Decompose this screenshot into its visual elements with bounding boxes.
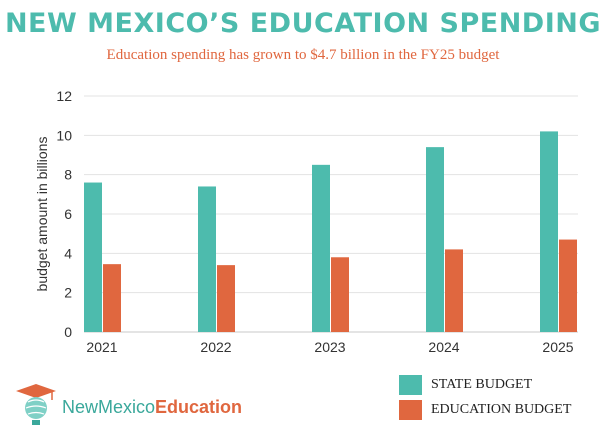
logo-text-regular: NewMexico bbox=[62, 396, 156, 417]
y-tick-label: 12 bbox=[56, 88, 72, 104]
y-tick-label: 4 bbox=[64, 245, 72, 261]
graduation-balloon-icon bbox=[16, 384, 56, 425]
logo-text-bold: Education bbox=[155, 396, 243, 417]
bar-education-budget bbox=[103, 264, 121, 332]
chart-subtitle: Education spending has grown to $4.7 bil… bbox=[106, 47, 500, 63]
logo: NewMexicoEducation bbox=[14, 380, 242, 426]
bar-state-budget bbox=[540, 131, 558, 332]
y-tick-label: 8 bbox=[64, 167, 72, 183]
legend-item-state: STATE BUDGET bbox=[399, 374, 571, 396]
legend-item-education: EDUCATION BUDGET bbox=[399, 399, 571, 421]
bar-state-budget bbox=[426, 147, 444, 332]
y-tick-label: 2 bbox=[64, 285, 72, 301]
x-tick-label: 2022 bbox=[200, 339, 231, 355]
legend-label-state: STATE BUDGET bbox=[431, 377, 533, 392]
bar-education-budget bbox=[217, 265, 235, 332]
legend-swatch-education bbox=[399, 400, 422, 420]
bar-education-budget bbox=[445, 249, 463, 332]
y-tick-label: 6 bbox=[64, 206, 72, 222]
legend-label-education: EDUCATION BUDGET bbox=[431, 402, 572, 417]
y-tick-label: 0 bbox=[64, 324, 72, 340]
logo-wordmark: NewMexicoEducation bbox=[62, 397, 242, 418]
bar-state-budget bbox=[84, 182, 102, 332]
x-tick-label: 2025 bbox=[542, 339, 573, 355]
bar-state-budget bbox=[312, 164, 330, 332]
legend: STATE BUDGET EDUCATION BUDGET bbox=[399, 374, 571, 424]
chart-title: NEW MEXICO’S EDUCATION SPENDING bbox=[4, 8, 602, 39]
y-axis-label: budget amount in billions bbox=[34, 137, 50, 292]
x-tick-label: 2024 bbox=[428, 339, 459, 355]
y-tick-label: 10 bbox=[56, 127, 72, 143]
legend-swatch-state bbox=[399, 375, 422, 395]
bar-education-budget bbox=[559, 239, 577, 332]
bar-state-budget bbox=[198, 186, 216, 332]
bar-chart: 0 2 4 6 8 10 12 budget amount in billions 2021 20… bbox=[34, 88, 578, 355]
bar-education-budget bbox=[331, 257, 349, 332]
x-tick-label: 2021 bbox=[86, 339, 117, 355]
x-tick-label: 2023 bbox=[314, 339, 345, 355]
